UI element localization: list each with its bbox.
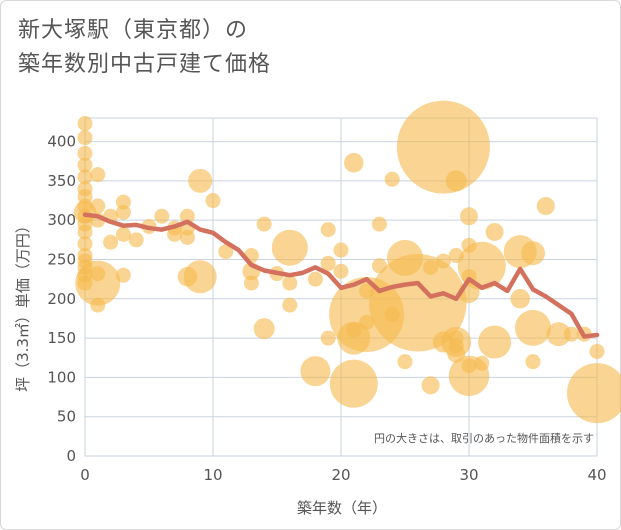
data-bubble [77, 169, 93, 185]
data-bubble [128, 232, 144, 248]
data-bubble [320, 222, 336, 238]
data-bubble [589, 343, 605, 359]
data-bubble [77, 224, 93, 240]
data-bubble [282, 297, 298, 313]
y-tick-label: 100 [47, 368, 76, 386]
x-axis-label: 築年数（年） [297, 499, 387, 517]
data-bubble [179, 229, 195, 245]
y-tick-label: 300 [47, 211, 76, 229]
x-tick-labels: 0 10 20 30 40 [80, 466, 606, 484]
data-bubble [396, 100, 490, 194]
data-bubble [563, 326, 579, 342]
data-bubble [397, 354, 413, 370]
data-bubble [333, 242, 349, 258]
data-bubble [435, 253, 451, 269]
data-bubble [167, 226, 183, 242]
y-tick-label: 200 [47, 290, 76, 308]
y-axis-label: 坪（3.3㎡）単価（万円） [14, 218, 32, 392]
data-bubble [510, 289, 530, 309]
data-bubble [90, 198, 106, 214]
data-bubble [421, 376, 440, 395]
data-bubble [320, 255, 336, 271]
data-bubble [179, 208, 195, 224]
data-bubble [307, 271, 323, 287]
x-tick-label: 30 [459, 466, 478, 484]
y-tick-label: 50 [57, 408, 76, 426]
data-bubble [423, 259, 439, 275]
data-bubble [474, 355, 490, 371]
data-bubble [384, 171, 400, 187]
data-bubble [460, 207, 478, 226]
data-bubble [90, 167, 106, 183]
data-bubble [218, 244, 234, 260]
data-bubble [371, 216, 387, 232]
data-bubble [77, 116, 93, 132]
data-bubble [567, 363, 621, 424]
data-bubble [546, 322, 571, 347]
data-bubble [115, 267, 131, 283]
data-bubble [77, 157, 93, 173]
data-bubble [521, 241, 545, 266]
chart-title-line-2: 築年数別中古戸建て価格 [18, 52, 272, 77]
grid-lines [84, 117, 598, 457]
data-bubble [461, 358, 477, 374]
y-tick-label: 350 [47, 172, 76, 190]
data-bubble [344, 153, 364, 173]
data-bubble [205, 193, 221, 209]
data-bubble [271, 229, 308, 266]
data-bubble [77, 130, 93, 146]
trend-line [82, 212, 600, 339]
data-bubble [75, 260, 121, 306]
data-bubble [369, 253, 467, 352]
trend-line-group [82, 212, 600, 339]
data-bubble [183, 260, 217, 294]
data-bubble [115, 204, 131, 220]
chart-title-line-1: 新大塚駅（東京都）の [18, 18, 249, 43]
data-bubble [103, 234, 119, 250]
y-tick-labels: 0 50 100 150 200 250 300 350 400 [47, 133, 76, 465]
data-bubble [441, 327, 472, 358]
data-bubble [333, 263, 349, 279]
bubble-size-note: 円の大きさは、取引のあった物件面積を示す [374, 431, 594, 445]
data-bubble [329, 359, 378, 408]
data-bubble [253, 318, 275, 340]
data-bubble [115, 226, 131, 242]
x-tick-label: 40 [587, 466, 606, 484]
data-bubble [77, 236, 93, 252]
y-tick-label: 250 [47, 250, 76, 268]
y-tick-label: 0 [66, 447, 76, 465]
data-bubble [300, 356, 331, 387]
data-bubble [256, 216, 272, 232]
data-bubble [478, 325, 512, 359]
data-bubble [536, 197, 555, 216]
y-tick-label: 400 [47, 133, 76, 151]
y-tick-label: 150 [47, 329, 76, 347]
data-bubble [485, 222, 504, 241]
data-bubble [77, 145, 93, 161]
data-bubble [445, 170, 467, 192]
x-tick-label: 0 [80, 466, 90, 484]
x-tick-label: 20 [331, 466, 350, 484]
data-bubble [320, 330, 336, 346]
data-bubble [359, 314, 375, 330]
data-bubble [525, 354, 541, 370]
bubbles [73, 100, 621, 424]
data-bubble [282, 275, 298, 291]
data-bubble [90, 297, 106, 313]
data-bubble [188, 168, 213, 193]
data-bubble [154, 208, 170, 224]
chart-title: 新大塚駅（東京都）の 築年数別中古戸建て価格 [18, 14, 271, 82]
x-tick-label: 10 [203, 466, 222, 484]
data-bubble [243, 275, 259, 291]
data-bubble [515, 309, 551, 346]
